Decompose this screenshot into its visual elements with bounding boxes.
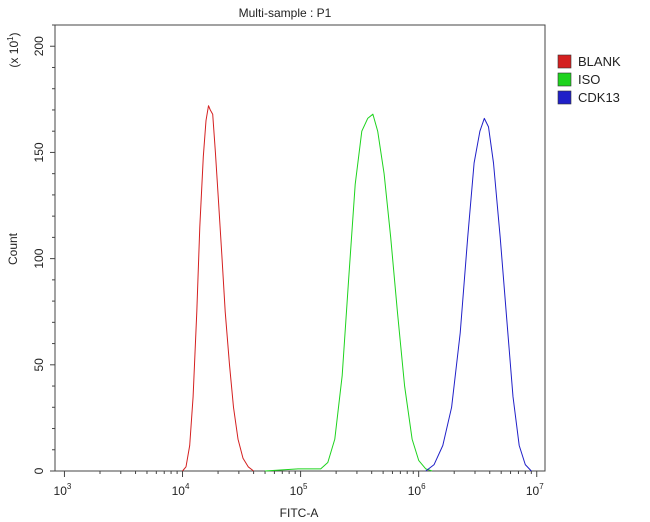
x-tick-label: 107 bbox=[526, 482, 544, 498]
chart-title: Multi-sample : P1 bbox=[239, 6, 332, 20]
series-line-cdk13 bbox=[425, 117, 532, 472]
x-tick-exponent: 3 bbox=[67, 482, 72, 491]
x-tick-exponent: 5 bbox=[303, 482, 308, 491]
plot-area-frame bbox=[54, 24, 546, 472]
legend-label: CDK13 bbox=[578, 90, 620, 105]
x-tick-base: 10 bbox=[172, 484, 186, 498]
x-axis-ticks: 103 104 105 106 107 bbox=[54, 471, 544, 498]
y-multiplier-text: (x 10 bbox=[7, 41, 21, 68]
legend-swatch bbox=[557, 90, 572, 105]
y-axis-ticks: 0 50 100 150 200 bbox=[32, 24, 55, 474]
x-tick-base: 10 bbox=[526, 484, 540, 498]
y-axis-multiplier-label: (x 101) bbox=[6, 32, 21, 67]
x-tick-base: 10 bbox=[54, 484, 68, 498]
y-axis-label: Count bbox=[6, 232, 20, 265]
legend-swatch bbox=[557, 72, 572, 87]
series-line-blank bbox=[182, 105, 254, 472]
y-tick-label: 0 bbox=[32, 467, 46, 474]
x-tick-label: 104 bbox=[172, 482, 190, 498]
y-tick-label: 200 bbox=[32, 36, 46, 56]
y-tick-label: 50 bbox=[32, 358, 46, 372]
svg-text:(x 101): (x 101) bbox=[6, 32, 21, 67]
x-tick-label: 106 bbox=[408, 482, 426, 498]
x-tick-label: 103 bbox=[54, 482, 72, 498]
x-tick-exponent: 7 bbox=[539, 482, 544, 491]
x-tick-base: 10 bbox=[408, 484, 422, 498]
y-tick-label: 100 bbox=[32, 248, 46, 268]
x-tick-exponent: 6 bbox=[421, 482, 426, 491]
x-axis-label: FITC-A bbox=[280, 506, 319, 520]
legend-swatch bbox=[557, 54, 572, 69]
x-tick-exponent: 4 bbox=[185, 482, 190, 491]
series-layer bbox=[182, 105, 532, 472]
x-tick-label: 105 bbox=[290, 482, 308, 498]
series-line-iso bbox=[264, 113, 433, 472]
x-tick-base: 10 bbox=[290, 484, 304, 498]
y-tick-label: 150 bbox=[32, 142, 46, 162]
y-multiplier-exponent: 1 bbox=[6, 36, 15, 41]
legend-label: ISO bbox=[578, 72, 600, 87]
legend-label: BLANK bbox=[578, 54, 621, 69]
legend: BLANK ISO CDK13 bbox=[557, 54, 621, 105]
